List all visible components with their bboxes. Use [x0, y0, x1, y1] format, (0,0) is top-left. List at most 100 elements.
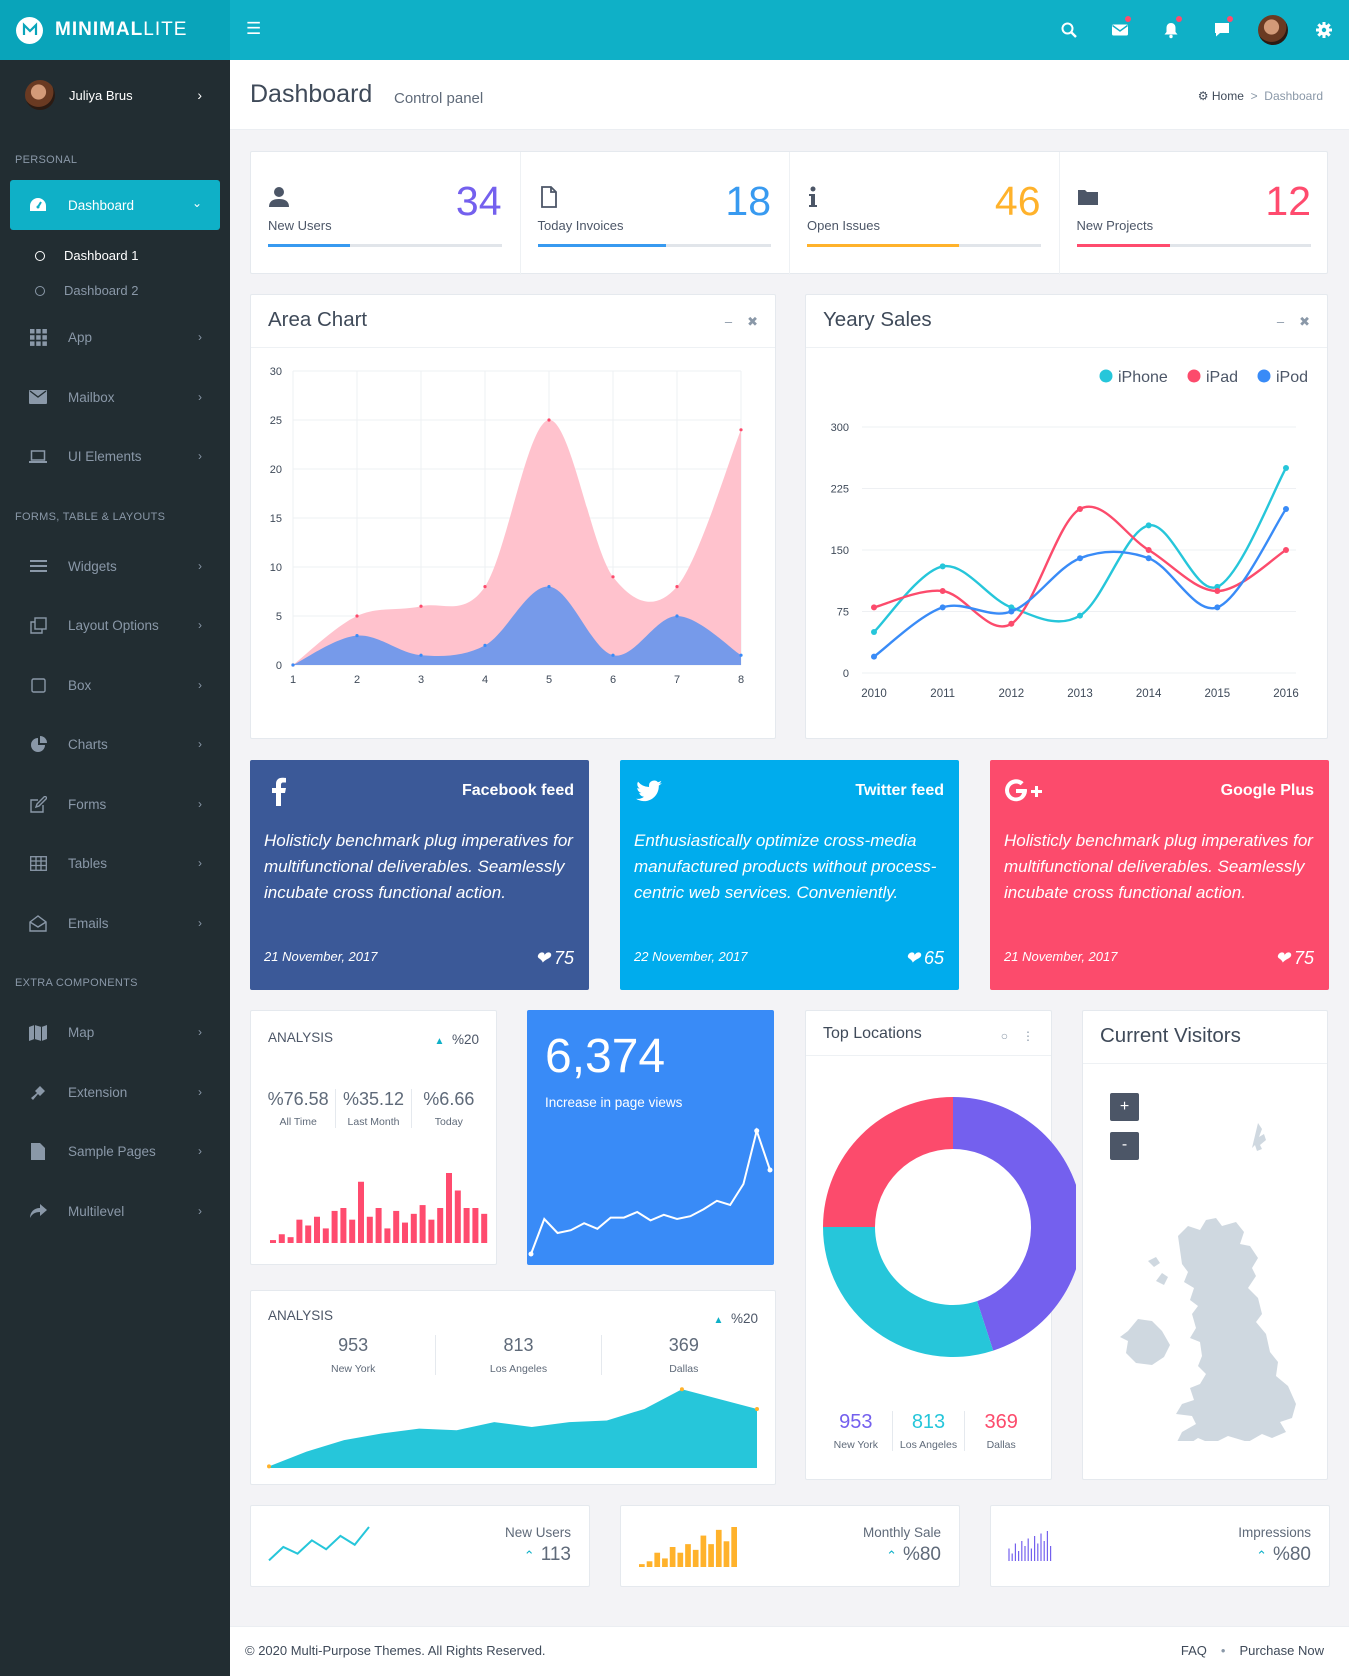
bar	[402, 1222, 408, 1243]
data-point	[1214, 583, 1221, 590]
bell-icon[interactable]	[1145, 0, 1196, 60]
bar	[349, 1219, 356, 1243]
zoom-in-button[interactable]: +	[1110, 1093, 1139, 1121]
like-button[interactable]: ❤ 65	[904, 948, 944, 968]
breadcrumb-home[interactable]: Home	[1211, 89, 1244, 103]
refresh-icon[interactable]: ○	[1000, 1029, 1008, 1043]
sidebar-item-layout-options[interactable]: Layout Options ›	[0, 596, 230, 656]
sidebar-item-app[interactable]: App ›	[0, 308, 230, 368]
sidebar-item-forms[interactable]: Forms ›	[0, 775, 230, 835]
user-icon	[269, 187, 289, 207]
sidebar-user[interactable]: Juliya Brus ›	[0, 60, 230, 130]
bar	[662, 1558, 668, 1567]
zoom-out-button[interactable]: -	[1110, 1132, 1139, 1160]
purchase-link[interactable]: Purchase Now	[1239, 1643, 1324, 1658]
minimize-icon[interactable]: –	[724, 314, 733, 329]
donut-slice-Los Angeles	[823, 1227, 994, 1357]
mail-icon[interactable]	[1094, 0, 1145, 60]
bar	[639, 1564, 645, 1567]
bar	[305, 1225, 312, 1243]
sidebar-item-widgets[interactable]: Widgets ›	[0, 537, 230, 597]
x-tick-label: 2012	[999, 688, 1025, 700]
bar	[322, 1228, 329, 1243]
y-tick-label: 5	[276, 611, 282, 623]
sidebar-item-ui-elements[interactable]: UI Elements ›	[0, 427, 230, 487]
analysis-card-2: ANALYSIS ▲ %20 953 New York 813 Los Angele…	[250, 1290, 776, 1485]
x-tick-label: 2014	[1136, 688, 1162, 700]
impressions-sparkline	[1008, 1531, 1052, 1561]
heart-icon: ❤	[1274, 948, 1290, 968]
chevron-right-icon: ›	[198, 915, 202, 930]
x-tick-label: 4	[482, 674, 488, 686]
logo-icon	[16, 16, 43, 44]
bar	[646, 1561, 653, 1567]
avatar[interactable]	[1247, 0, 1298, 60]
like-button[interactable]: ❤ 75	[534, 948, 574, 968]
x-tick-label: 2016	[1273, 688, 1299, 700]
top-locations-title: Top Locations	[823, 1025, 922, 1042]
section-extra: EXTRA COMPONENTS	[15, 977, 138, 989]
faq-link[interactable]: FAQ	[1180, 1643, 1207, 1658]
close-icon[interactable]: ✖	[747, 314, 758, 329]
sidebar-item-tables[interactable]: Tables ›	[0, 834, 230, 894]
sidebar-sub-dashboard-1[interactable]: Dashboard 1	[0, 238, 230, 273]
donut-slice-New York	[953, 1097, 1076, 1351]
sidebar-item-dashboard[interactable]: Dashboard ⌄	[10, 180, 220, 230]
sidebar-item-sample-pages[interactable]: Sample Pages ›	[0, 1122, 230, 1182]
bar	[446, 1173, 452, 1243]
data-point	[1214, 588, 1221, 594]
data-point	[1283, 465, 1289, 471]
logo[interactable]: MINIMALLITE	[0, 0, 230, 60]
bar	[358, 1181, 364, 1243]
line-series-iPad	[873, 505, 1287, 628]
sparkline	[268, 1526, 370, 1562]
y-tick-label: 0	[843, 668, 849, 680]
sidebar-item-extension[interactable]: Extension ›	[0, 1063, 230, 1123]
sidebar-item-charts[interactable]: Charts ›	[0, 715, 230, 775]
logo-text: MINIMALLITE	[55, 19, 188, 40]
like-button[interactable]: ❤ 75	[1274, 948, 1314, 968]
facebook-icon	[272, 777, 286, 806]
sidebar-sub-dashboard-2[interactable]: Dashboard 2	[0, 273, 230, 308]
facebook-feed-card: Facebook feed Holisticly benchmark plug …	[250, 760, 589, 990]
data-point	[355, 634, 359, 638]
y-tick-label: 30	[270, 366, 282, 378]
minimize-icon[interactable]: –	[1276, 314, 1285, 329]
chevron-right-icon: >	[1247, 89, 1261, 103]
chevron-right-icon: ›	[198, 856, 202, 870]
edit-icon	[29, 795, 47, 813]
share-icon	[29, 1202, 47, 1220]
bar	[700, 1535, 707, 1567]
map-icon	[29, 1024, 47, 1042]
mini-monthly-sale-card: Monthly Sale ⌃ %80	[620, 1505, 960, 1587]
data-point	[611, 575, 615, 579]
chevron-right-icon: ›	[198, 389, 202, 404]
sidebar-item-multilevel[interactable]: Multilevel ›	[0, 1182, 230, 1242]
data-point	[355, 614, 359, 618]
current-visitors-card: Current Visitors + -	[1082, 1010, 1328, 1480]
page-subtitle: Control panel	[394, 90, 484, 107]
chevron-right-icon: ›	[197, 87, 202, 103]
data-point	[871, 629, 877, 635]
menu-toggle-icon[interactable]: ☰	[246, 19, 262, 38]
gear-icon[interactable]	[1298, 0, 1349, 60]
plug-icon	[29, 1083, 47, 1101]
sidebar-item-box[interactable]: Box ›	[0, 656, 230, 716]
sidebar-item-mailbox[interactable]: Mailbox ›	[0, 368, 230, 428]
new-users-sparkline	[268, 1526, 370, 1562]
data-point	[1145, 547, 1152, 553]
bar	[708, 1544, 714, 1567]
analysis-metrics: %76.58 All Time %35.12 Last Month %6.66 Tod…	[261, 1089, 486, 1128]
box-title: Yeary Sales	[823, 308, 932, 331]
sidebar-item-emails[interactable]: Emails ›	[0, 894, 230, 954]
close-icon[interactable]: ✖	[1299, 314, 1310, 329]
pageviews-label: Increase in page views	[545, 1095, 683, 1110]
search-icon[interactable]	[1043, 0, 1094, 60]
chat-icon[interactable]	[1196, 0, 1247, 60]
data-point	[1077, 506, 1083, 512]
pageviews-line	[530, 1127, 771, 1255]
sidebar-item-map[interactable]: Map ›	[0, 1003, 230, 1063]
more-icon[interactable]: ⋮	[1022, 1029, 1034, 1043]
pageviews-line-chart	[528, 1127, 773, 1257]
copy-icon	[29, 617, 47, 635]
